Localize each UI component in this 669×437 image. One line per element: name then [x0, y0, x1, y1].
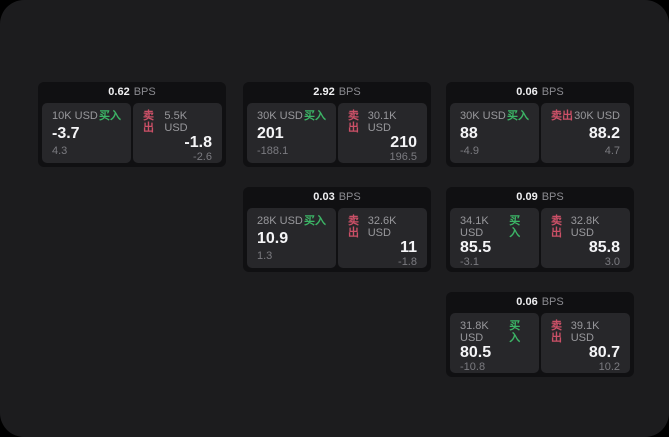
bps-unit-label: BPS — [541, 296, 564, 308]
buy-delta: -3.1 — [460, 256, 479, 268]
bps-value: 0.09 — [516, 191, 538, 203]
sell-delta: 10.2 — [598, 361, 620, 373]
sell-size-label: 32.6K USD — [367, 215, 397, 239]
quote-card: 0.03 BPS 28K USD 买入 10.9 1.3 卖出 32.6K US… — [243, 187, 431, 272]
buy-tile[interactable]: 10K USD 买入 -3.7 4.3 — [42, 103, 131, 163]
bps-unit-label: BPS — [338, 191, 361, 203]
buy-side-label: 买入 — [99, 110, 121, 122]
quote-card: 0.06 BPS 31.8K USD 买入 80.5 -10.8 卖出 39.1… — [446, 292, 634, 377]
sell-price: 210 — [390, 134, 417, 151]
sell-side-label: 卖出 — [551, 215, 562, 239]
sell-price: 11 — [400, 239, 417, 256]
buy-delta: 4.3 — [52, 145, 68, 157]
buy-side-label: 买入 — [304, 215, 326, 227]
sell-price: 85.8 — [588, 239, 620, 256]
buy-price: 80.5 — [460, 344, 492, 361]
bps-unit-label: BPS — [133, 86, 156, 98]
sell-delta: -2.6 — [193, 151, 212, 163]
bps-unit-label: BPS — [338, 86, 361, 98]
bps-unit-label: BPS — [541, 86, 564, 98]
buy-side-label: 买入 — [507, 110, 529, 122]
sell-price: -1.8 — [184, 134, 212, 151]
sell-side-label: 卖出 — [143, 110, 154, 134]
quote-panels: 34.1K USD 买入 85.5 -3.1 卖出 32.8K USD 85.8… — [446, 208, 634, 268]
sell-price: 88.2 — [588, 125, 620, 142]
sell-price: 80.7 — [588, 344, 620, 361]
card-header: 0.09 BPS — [446, 187, 634, 208]
quote-panels: 28K USD 买入 10.9 1.3 卖出 32.6K USD 11 -1.8 — [243, 208, 431, 268]
quote-card: 0.09 BPS 34.1K USD 买入 85.5 -3.1 卖出 32.8K… — [446, 187, 634, 272]
sell-tile[interactable]: 卖出 39.1K USD 80.7 10.2 — [541, 313, 630, 373]
buy-price: 201 — [257, 125, 284, 142]
buy-size-label: 30K USD — [460, 110, 506, 122]
sell-size-label: 5.5K USD — [164, 110, 188, 134]
buy-tile[interactable]: 28K USD 买入 10.9 1.3 — [247, 208, 336, 268]
buy-delta: -188.1 — [257, 145, 289, 157]
sell-size-label: 39.1K USD — [570, 320, 600, 344]
buy-size-label: 30K USD — [257, 110, 303, 122]
sell-side-label: 卖出 — [348, 110, 359, 134]
buy-tile[interactable]: 31.8K USD 买入 80.5 -10.8 — [450, 313, 539, 373]
buy-delta: -10.8 — [460, 361, 486, 373]
quote-card: 2.92 BPS 30K USD 买入 201 -188.1 卖出 30.1K … — [243, 82, 431, 167]
sell-tile[interactable]: 卖出 30K USD 88.2 4.7 — [541, 103, 630, 163]
buy-tile[interactable]: 34.1K USD 买入 85.5 -3.1 — [450, 208, 539, 268]
buy-delta: 1.3 — [257, 250, 273, 262]
buy-tile[interactable]: 30K USD 买入 201 -188.1 — [247, 103, 336, 163]
sell-tile[interactable]: 卖出 32.6K USD 11 -1.8 — [338, 208, 427, 268]
sell-delta: 4.7 — [604, 145, 620, 157]
card-header: 0.62 BPS — [38, 82, 226, 103]
buy-side-label: 买入 — [304, 110, 326, 122]
buy-size-label: 31.8K USD — [460, 320, 489, 344]
sell-size-label: 32.8K USD — [570, 215, 600, 239]
sell-delta: -1.8 — [398, 256, 417, 268]
buy-price: 85.5 — [460, 239, 492, 256]
quote-panels: 31.8K USD 买入 80.5 -10.8 卖出 39.1K USD 80.… — [446, 313, 634, 373]
quote-panels: 10K USD 买入 -3.7 4.3 卖出 5.5K USD -1.8 -2.… — [38, 103, 226, 163]
buy-size-label: 28K USD — [257, 215, 303, 227]
bps-unit-label: BPS — [541, 191, 564, 203]
card-header: 0.03 BPS — [243, 187, 431, 208]
quote-card: 0.62 BPS 10K USD 买入 -3.7 4.3 卖出 5.5K USD… — [38, 82, 226, 167]
sell-side-label: 卖出 — [551, 320, 562, 344]
sell-tile[interactable]: 卖出 30.1K USD 210 196.5 — [338, 103, 427, 163]
sell-tile[interactable]: 卖出 32.8K USD 85.8 3.0 — [541, 208, 630, 268]
buy-price: 10.9 — [257, 230, 289, 247]
sell-side-label: 卖出 — [551, 110, 573, 122]
buy-tile[interactable]: 30K USD 买入 88 -4.9 — [450, 103, 539, 163]
sell-side-label: 卖出 — [348, 215, 359, 239]
bps-value: 0.62 — [108, 86, 130, 98]
bps-value: 0.06 — [516, 86, 538, 98]
buy-side-label: 买入 — [509, 215, 521, 239]
buy-side-label: 买入 — [509, 320, 521, 344]
quote-card: 0.06 BPS 30K USD 买入 88 -4.9 卖出 30K USD 8… — [446, 82, 634, 167]
buy-delta: -4.9 — [460, 145, 479, 157]
bps-value: 0.03 — [313, 191, 335, 203]
card-header: 0.06 BPS — [446, 82, 634, 103]
sell-tile[interactable]: 卖出 5.5K USD -1.8 -2.6 — [133, 103, 222, 163]
quote-panels: 30K USD 买入 201 -188.1 卖出 30.1K USD 210 1… — [243, 103, 431, 163]
bps-value: 2.92 — [313, 86, 335, 98]
buy-price: -3.7 — [52, 125, 80, 142]
bps-value: 0.06 — [516, 296, 538, 308]
sell-size-label: 30K USD — [574, 110, 620, 122]
card-header: 2.92 BPS — [243, 82, 431, 103]
buy-price: 88 — [460, 125, 478, 142]
sell-delta: 196.5 — [389, 151, 417, 163]
card-header: 0.06 BPS — [446, 292, 634, 313]
buy-size-label: 34.1K USD — [460, 215, 489, 239]
sell-delta: 3.0 — [604, 256, 620, 268]
quote-panels: 30K USD 买入 88 -4.9 卖出 30K USD 88.2 4.7 — [446, 103, 634, 163]
buy-size-label: 10K USD — [52, 110, 98, 122]
sell-size-label: 30.1K USD — [367, 110, 397, 134]
